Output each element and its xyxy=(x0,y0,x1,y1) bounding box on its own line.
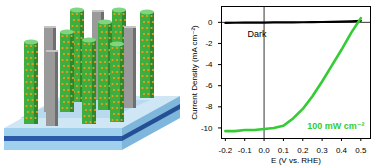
svg-text:E (V vs. RHE): E (V vs. RHE) xyxy=(271,156,321,165)
svg-text:0.0: 0.0 xyxy=(259,146,271,155)
svg-text:0.3: 0.3 xyxy=(317,146,329,155)
svg-text:-8: -8 xyxy=(205,102,213,111)
svg-text:0.1: 0.1 xyxy=(278,146,290,155)
svg-text:-6: -6 xyxy=(205,81,213,90)
svg-text:0.2: 0.2 xyxy=(297,146,309,155)
svg-text:0.4: 0.4 xyxy=(336,146,348,155)
svg-text:-0.2: -0.2 xyxy=(218,146,232,155)
svg-text:Dark: Dark xyxy=(248,29,268,39)
svg-text:-2: -2 xyxy=(205,39,213,48)
svg-text:0.5: 0.5 xyxy=(355,146,367,155)
svg-text:100 mW cm⁻²: 100 mW cm⁻² xyxy=(307,121,364,131)
svg-text:0: 0 xyxy=(208,18,213,27)
svg-text:-4: -4 xyxy=(205,60,213,69)
svg-text:Current Density (mA cm⁻²): Current Density (mA cm⁻²) xyxy=(190,25,199,120)
svg-text:-0.1: -0.1 xyxy=(238,146,252,155)
svg-text:-10: -10 xyxy=(201,124,213,133)
